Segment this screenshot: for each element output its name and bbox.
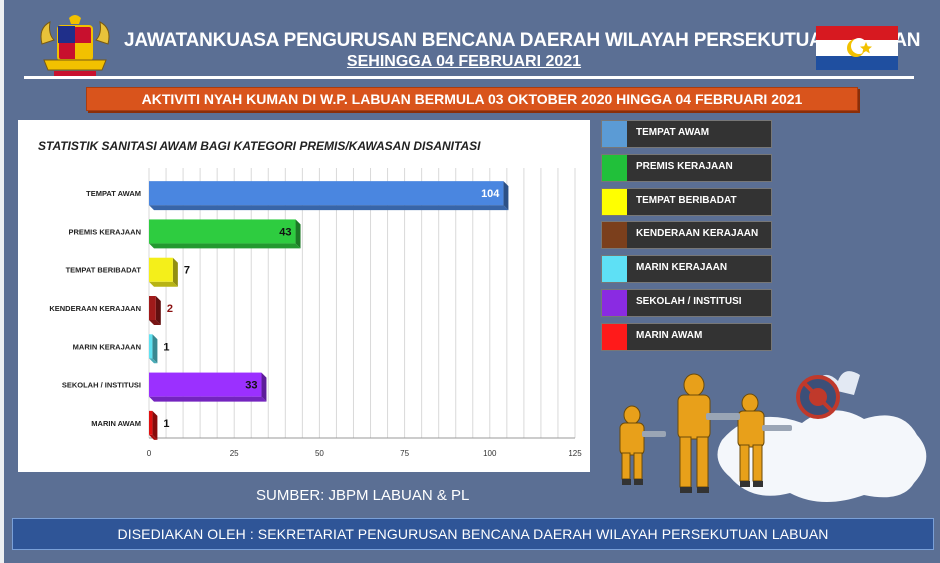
category-label: SEKOLAH / INSTITUSI <box>62 381 141 390</box>
legend-label: MARIN KERAJAAN <box>636 262 728 274</box>
x-tick-label: 50 <box>315 449 324 458</box>
category-label: KENDERAAN KERAJAAN <box>49 304 141 313</box>
chart-title: STATISTIK SANITASI AWAM BAGI KATEGORI PR… <box>38 139 481 153</box>
data-label: 7 <box>184 265 190 277</box>
legend-swatch <box>602 256 627 283</box>
bar-side <box>295 219 301 249</box>
bar-bottom <box>149 205 509 211</box>
infographic-page: JAWATANKUASA PENGURUSAN BENCANA DAERAH W… <box>4 0 940 563</box>
bar-bottom <box>149 396 267 402</box>
legend-swatch <box>602 188 627 215</box>
no-virus-icon <box>796 375 840 419</box>
legend-swatch <box>602 222 627 249</box>
bar-chart: STATISTIK SANITASI AWAM BAGI KATEGORI PR… <box>38 139 582 458</box>
x-tick-label: 75 <box>400 449 409 458</box>
legend-item: MARIN KERAJAAN <box>601 255 772 284</box>
page-title: JAWATANKUASA PENGURUSAN BENCANA DAERAH W… <box>124 30 921 51</box>
category-label: MARIN KERAJAAN <box>73 342 141 351</box>
category-label: TEMPAT AWAM <box>86 189 141 198</box>
bar <box>149 372 262 397</box>
bar-bottom <box>149 281 178 287</box>
x-tick-label: 125 <box>568 449 582 458</box>
page-subtitle: SEHINGGA 04 FEBRUARI 2021 <box>346 53 582 70</box>
bar <box>149 334 153 359</box>
legend-label: KENDERAAN KERAJAAN <box>636 228 759 240</box>
bar-bottom <box>149 320 161 325</box>
data-label: 2 <box>167 303 173 315</box>
x-tick-label: 0 <box>147 449 152 458</box>
category-label: TEMPAT BERIBADAT <box>66 266 142 275</box>
legend-item: TEMPAT AWAM <box>601 120 772 148</box>
legend-item: PREMIS KERAJAAN <box>601 153 772 182</box>
legend-swatch <box>602 154 627 181</box>
bar <box>149 410 153 435</box>
x-tick-label: 100 <box>483 449 497 458</box>
legend-label: SEKOLAH / INSTITUSI <box>636 295 742 307</box>
legend-swatch <box>602 289 627 316</box>
labuan-flag-icon <box>816 26 898 70</box>
legend-label: TEMPAT AWAM <box>636 127 710 138</box>
legend-swatch <box>602 323 627 350</box>
data-label: 1 <box>163 418 169 430</box>
bar-bottom <box>149 243 301 249</box>
legend-item: KENDERAAN KERAJAAN <box>601 221 772 250</box>
data-label: 104 <box>481 188 500 200</box>
legend-item: TEMPAT BERIBADAT <box>601 187 772 216</box>
chart-legend: TEMPAT AWAM PREMIS KERAJAAN TEMPAT BERIBAD… <box>601 120 772 357</box>
bar-side <box>155 296 161 325</box>
data-label: 33 <box>245 380 257 392</box>
coat-of-arms-icon <box>40 15 110 77</box>
chart-panel: STATISTIK SANITASI AWAM BAGI KATEGORI PR… <box>18 120 590 472</box>
bar <box>149 219 296 244</box>
bar <box>149 296 156 320</box>
x-tick-label: 25 <box>230 449 239 458</box>
bar-side <box>152 410 158 440</box>
bar <box>149 257 173 282</box>
header-divider <box>24 76 914 79</box>
bar-side <box>152 334 158 364</box>
legend-item: MARIN AWAM <box>601 322 772 351</box>
bar <box>149 181 504 206</box>
legend-label: MARIN AWAM <box>636 329 703 341</box>
category-label: MARIN AWAM <box>91 419 141 428</box>
legend-swatch <box>602 121 627 147</box>
legend-item: SEKOLAH / INSTITUSI <box>601 288 772 317</box>
bar-side <box>172 257 178 287</box>
data-label: 43 <box>279 226 291 238</box>
bar-side <box>503 181 509 211</box>
data-label: 1 <box>163 341 169 353</box>
legend-label: TEMPAT BERIBADAT <box>636 194 737 206</box>
source-note: SUMBER: JBPM LABUAN & PL <box>256 487 470 504</box>
bar-bottom <box>149 358 158 364</box>
prepared-by-footer: DISEDIAKAN OLEH : SEKRETARIAT PENGURUSAN… <box>12 518 934 550</box>
category-label: PREMIS KERAJAAN <box>68 227 141 236</box>
legend-label: PREMIS KERAJAAN <box>636 160 733 172</box>
sanitation-workers-icon <box>619 371 927 503</box>
activity-banner: AKTIVITI NYAH KUMAN DI W.P. LABUAN BERMU… <box>86 87 858 111</box>
bar-bottom <box>149 434 158 440</box>
bar-side <box>261 372 267 402</box>
